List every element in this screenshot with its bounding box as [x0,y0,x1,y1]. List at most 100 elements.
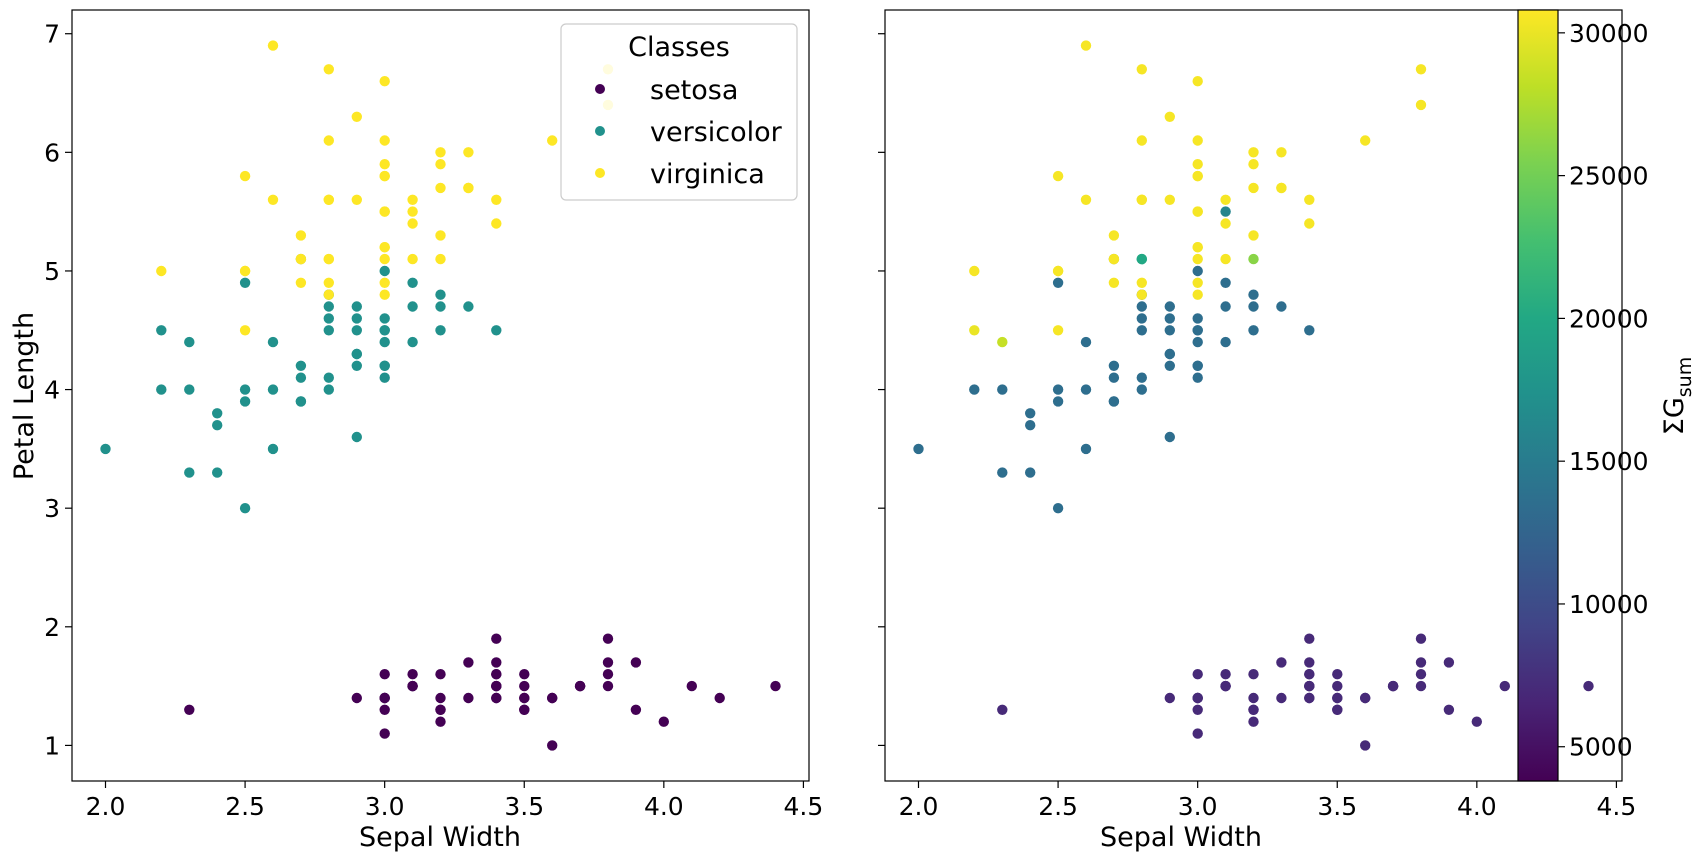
point-versicolor-gsum [1052,384,1064,395]
point-versicolor [184,336,195,348]
point-setosa-gsum [1304,657,1315,668]
point-setosa [379,728,390,739]
point-virginica-gsum [1136,253,1148,265]
legend-label-setosa: setosa [650,75,738,106]
point-virginica-gsum [1192,242,1203,253]
point-versicolor [491,325,502,336]
point-virginica [407,253,418,265]
point-setosa [547,692,558,704]
point-virginica [379,135,390,146]
colorbar-tick-label: 10000 [1569,590,1649,619]
point-virginica-gsum [1192,170,1203,182]
point-versicolor-gsum [1276,301,1287,312]
point-versicolor [463,301,474,312]
point-virginica-gsum [1080,194,1092,205]
point-virginica-gsum [1415,99,1427,111]
point-setosa [602,633,614,644]
point-versicolor-gsum [1248,289,1259,300]
left-x-axis-label: Sepal Width [359,822,521,853]
point-versicolor-gsum [1192,360,1203,371]
point-virginica-gsum [1052,325,1064,336]
point-virginica-gsum [1136,277,1148,288]
point-versicolor [351,301,362,312]
point-versicolor [267,443,279,455]
point-setosa [519,704,530,715]
point-virginica-gsum [1192,159,1203,170]
point-versicolor-gsum [1164,431,1176,443]
point-virginica-gsum [1248,253,1259,265]
left-y-tick-label: 5 [44,257,60,286]
point-setosa-gsum [1332,692,1343,704]
point-setosa [714,692,725,704]
point-virginica-gsum [1192,206,1203,217]
point-virginica [323,277,334,288]
point-versicolor [435,301,446,312]
point-versicolor-gsum [1220,277,1231,288]
point-versicolor [239,384,251,395]
point-versicolor-gsum [1164,313,1176,324]
colorbar: 5000 10000 15000 20000 25000 30000 ΣGsum [1517,9,1692,782]
legend-marker-versicolor [595,126,605,136]
point-setosa [379,692,390,704]
point-setosa [491,692,502,704]
point-versicolor [212,408,223,419]
right-x-tick-label: 2.0 [899,792,939,821]
legend-label-virginica: virginica [650,159,765,190]
point-setosa [491,633,502,644]
point-versicolor [267,384,279,395]
right-x-axis-label: Sepal Width [1100,822,1262,853]
point-versicolor [239,277,251,288]
point-virginica-gsum [1248,159,1259,170]
point-versicolor [295,360,307,371]
point-setosa-gsum [1248,669,1259,680]
point-versicolor [407,336,418,348]
point-versicolor-gsum [1136,372,1148,383]
point-versicolor-gsum [1192,313,1203,324]
point-versicolor [212,420,223,431]
point-virginica [239,325,251,336]
colorbar-ticks: 5000 10000 15000 20000 25000 30000 [1558,19,1649,762]
point-versicolor [295,396,307,407]
point-versicolor-gsum [1164,360,1176,371]
point-setosa-gsum [1248,716,1259,727]
point-setosa-gsum [1415,680,1427,692]
colorbar-tick-label: 15000 [1569,447,1649,476]
point-setosa [686,680,697,692]
point-versicolor-gsum [1136,301,1148,312]
point-versicolor-gsum [1080,443,1092,455]
legend-marker-virginica [595,168,605,178]
point-versicolor [184,384,195,395]
point-setosa-gsum [1220,680,1231,692]
right-x-tick-label: 4.5 [1597,792,1637,821]
colorbar-tick-label: 20000 [1569,304,1649,333]
point-versicolor [379,360,390,371]
point-virginica-gsum [1136,289,1148,300]
point-virginica-gsum [1276,147,1287,158]
point-versicolor-gsum [1192,265,1203,277]
point-setosa-gsum [1192,692,1203,704]
point-setosa-gsum [1471,716,1483,727]
point-virginica [323,64,334,75]
point-setosa [463,657,474,668]
point-versicolor [184,467,195,478]
point-setosa [379,704,390,715]
left-y-tick-label: 2 [44,613,60,642]
point-setosa [435,704,446,715]
left-y-tick-label: 7 [44,20,60,49]
point-versicolor-gsum [1052,396,1064,407]
point-versicolor-gsum [913,443,924,455]
point-virginica-gsum [1248,230,1259,241]
point-virginica [491,218,502,229]
point-setosa [630,704,642,715]
point-versicolor [323,313,334,324]
point-versicolor-gsum [1025,467,1036,478]
point-versicolor-gsum [1025,408,1036,419]
point-virginica-gsum [1220,194,1231,205]
point-virginica [379,289,390,300]
point-virginica-gsum [1192,253,1203,265]
point-versicolor-gsum [1164,325,1176,336]
point-virginica-gsum [1164,111,1176,123]
point-virginica [547,135,558,146]
point-versicolor [323,325,334,336]
point-versicolor-gsum [1248,301,1259,312]
